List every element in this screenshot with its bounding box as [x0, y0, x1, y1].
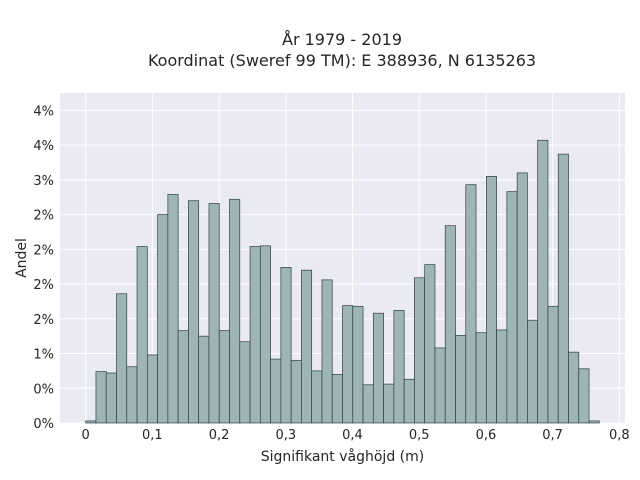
histogram-bar [218, 330, 230, 424]
y-tick-label: 1% [33, 348, 54, 363]
histogram-bar [485, 176, 497, 424]
histogram-bar [414, 277, 426, 424]
x-tick-label: 0 [82, 428, 90, 443]
chart-title-line2: Koordinat (Sweref 99 TM): E 388936, N 61… [148, 51, 536, 70]
histogram-bar [393, 310, 405, 424]
histogram-bar [434, 347, 446, 424]
histogram-bar [362, 384, 374, 424]
histogram-bar [157, 214, 169, 424]
y-tick-label: 3% [33, 174, 54, 189]
histogram-bar [352, 305, 364, 424]
histogram-bar [136, 246, 148, 424]
histogram-bar [95, 371, 107, 424]
y-tick-label: 4% [33, 139, 54, 154]
x-tick-label: 0,4 [342, 428, 363, 443]
histogram-bar [85, 420, 97, 424]
histogram-bar [424, 264, 436, 424]
histogram-bar [444, 225, 456, 424]
x-tick-label: 0,7 [542, 428, 563, 443]
histogram-bar [547, 305, 559, 424]
histogram-bar [208, 203, 220, 424]
histogram-bar [198, 335, 210, 424]
histogram-bar [249, 246, 261, 424]
histogram-bars [85, 139, 600, 424]
histogram-bar [588, 420, 600, 424]
histogram-bar [270, 358, 282, 424]
histogram-bar [239, 341, 251, 424]
x-tick-label: 0,3 [275, 428, 296, 443]
histogram-bar [116, 293, 128, 424]
histogram-bar [342, 305, 354, 424]
histogram-bar [557, 153, 569, 424]
histogram-bar [290, 360, 302, 424]
histogram-bar [188, 200, 200, 424]
histogram-bar [578, 368, 590, 424]
y-axis-ticks: 0% 0% 1% 2% 2% 2% 2% 3% 4% 4% [33, 104, 54, 432]
histogram-bar [167, 194, 179, 424]
histogram-bar [146, 354, 158, 424]
x-tick-label: 0,2 [209, 428, 230, 443]
histogram-bar [506, 191, 518, 424]
y-tick-label: 2% [33, 313, 54, 328]
y-tick-label: 2% [33, 243, 54, 258]
histogram-bar [475, 332, 487, 424]
histogram-bar [516, 172, 528, 424]
histogram-bar [229, 198, 241, 424]
x-tick-label: 0,6 [476, 428, 497, 443]
x-tick-label: 0,5 [409, 428, 430, 443]
x-axis-ticks: 0 0,1 0,2 0,3 0,4 0,5 0,6 0,7 0,8 [82, 428, 630, 443]
chart-title-line1: År 1979 - 2019 [282, 30, 402, 49]
y-tick-label: 4% [33, 104, 54, 119]
x-tick-label: 0,8 [609, 428, 630, 443]
histogram-bar [259, 245, 271, 424]
y-tick-label: 0% [33, 417, 54, 432]
histogram-bar [383, 383, 395, 424]
x-axis-label: Signifikant våghöjd (m) [261, 448, 424, 465]
histogram-bar [372, 312, 384, 424]
histogram-bar [331, 374, 343, 424]
histogram-bar [455, 335, 467, 424]
histogram-bar [280, 267, 292, 424]
histogram-bar [177, 330, 189, 424]
histogram-bar [311, 370, 323, 424]
histogram-bar [465, 184, 477, 424]
histogram-bar [126, 366, 138, 424]
y-tick-label: 2% [33, 209, 54, 224]
y-tick-label: 2% [33, 278, 54, 293]
x-tick-label: 0,1 [142, 428, 163, 443]
histogram-bar [568, 351, 580, 424]
histogram-bar [321, 279, 333, 424]
histogram-bar [527, 319, 539, 424]
y-tick-label: 0% [33, 382, 54, 397]
histogram-bar [496, 329, 508, 424]
histogram-bar [301, 269, 313, 424]
histogram-bar [403, 378, 415, 424]
y-axis-label: Andel [14, 238, 30, 278]
histogram-bar [537, 139, 549, 424]
histogram-bar [105, 372, 117, 424]
